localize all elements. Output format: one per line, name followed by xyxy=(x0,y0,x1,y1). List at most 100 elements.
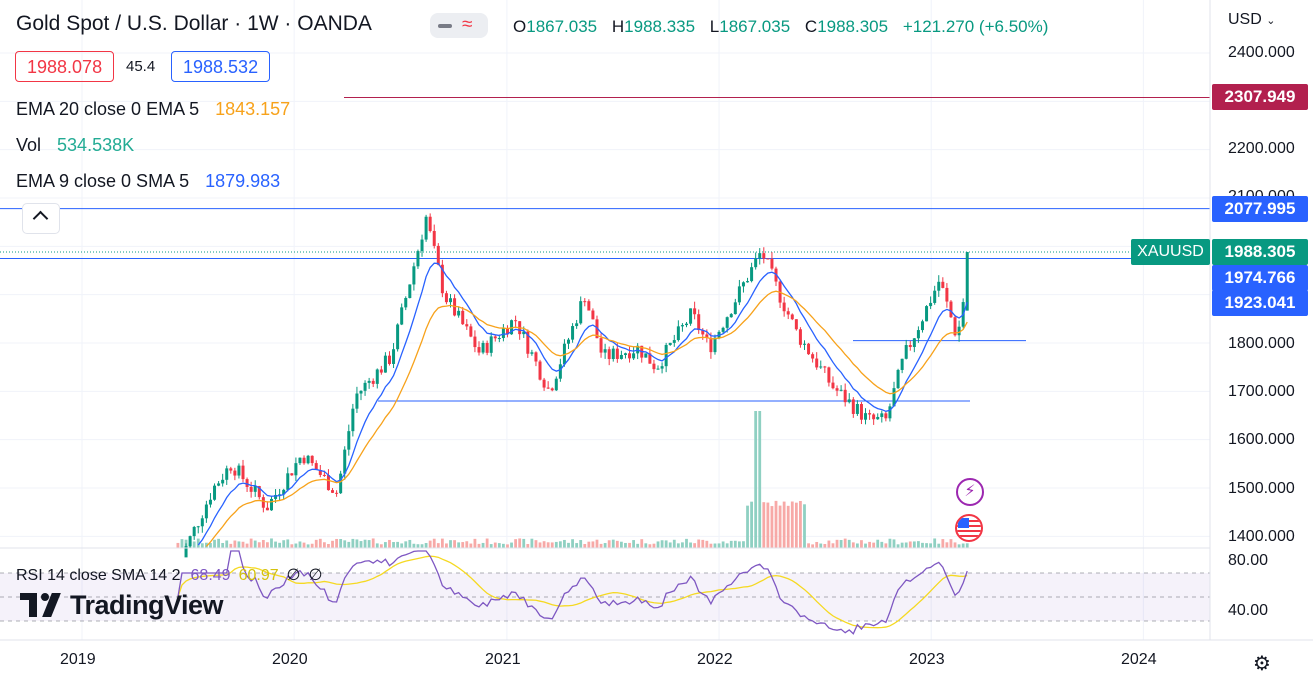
volume-bar xyxy=(571,539,574,548)
symbol-title[interactable]: Gold Spot / U.S. Dollar · 1W · OANDA xyxy=(16,12,372,35)
gear-icon[interactable]: ⚙ xyxy=(1253,653,1271,675)
candle-body xyxy=(920,321,924,331)
ema20-legend[interactable]: EMA 20 close 0 EMA 5 1843.157 xyxy=(16,99,290,120)
candle-body xyxy=(253,486,257,492)
candle-body xyxy=(318,469,322,475)
candle-body xyxy=(819,366,823,368)
volume-bar xyxy=(619,541,623,548)
volume-bar xyxy=(270,538,273,548)
buy-button[interactable]: 1988.532 xyxy=(171,51,271,82)
candle-body xyxy=(859,404,863,420)
candle-body xyxy=(619,354,623,359)
candle-body xyxy=(823,366,827,368)
rsi-line xyxy=(177,550,968,635)
tradingview-logo[interactable]: TradingView xyxy=(20,590,224,621)
candle-body xyxy=(933,290,937,303)
spread-value: 45.4 xyxy=(126,58,156,75)
ema-price-label[interactable]: 1923.041 xyxy=(1212,290,1308,316)
price-label-2077[interactable]: 2077.995 xyxy=(1212,196,1308,222)
rsi-tick-80: 80.00 xyxy=(1228,552,1269,569)
volume-bar xyxy=(725,543,729,548)
lightning-event-icon[interactable]: ⚡ xyxy=(956,478,984,506)
candle-body xyxy=(880,413,884,417)
candle-body xyxy=(400,307,404,325)
volume-bar xyxy=(603,543,607,548)
volume-bar xyxy=(799,500,802,548)
logo-text: TradingView xyxy=(70,590,224,620)
volume-bar xyxy=(351,538,355,548)
candle-body xyxy=(428,216,432,231)
volume-bar xyxy=(257,542,261,548)
candle-body xyxy=(249,486,253,492)
volume-bar xyxy=(750,501,753,548)
volume-bar xyxy=(322,542,326,548)
candle-body xyxy=(884,413,888,419)
candle-body xyxy=(351,408,355,432)
candle-body xyxy=(595,319,599,339)
candle-body xyxy=(420,239,424,252)
chart-style-toggle[interactable]: ≈ xyxy=(430,13,488,38)
candle-body xyxy=(424,216,428,240)
volume-bar xyxy=(685,538,688,548)
rsi-sma-value: 60.97 xyxy=(238,567,279,584)
price-label-1974[interactable]: 1974.766 xyxy=(1212,265,1308,291)
volume-bar xyxy=(343,540,347,548)
rsi-extra-2: ∅ xyxy=(308,567,323,584)
volume-bars xyxy=(176,411,969,548)
volume-bar xyxy=(786,505,790,548)
volume-bar xyxy=(912,541,916,548)
volume-bar xyxy=(705,540,709,548)
candle-body xyxy=(941,281,945,288)
candle-body xyxy=(461,310,465,325)
candle-body xyxy=(925,306,929,322)
candle-body xyxy=(811,354,815,359)
candle-body xyxy=(770,258,774,269)
candle-body xyxy=(538,361,542,380)
currency-selector[interactable]: USD ⌄ xyxy=(1228,11,1275,29)
volume-bar xyxy=(233,540,237,548)
volume-bar xyxy=(489,544,493,548)
volume-bar xyxy=(672,539,676,548)
volume-bar xyxy=(843,538,847,548)
candle-body xyxy=(245,479,249,487)
candle-body xyxy=(807,343,811,355)
rsi-sma-line xyxy=(177,555,968,629)
last-price-label[interactable]: 1988.305 xyxy=(1212,239,1308,265)
volume-bar xyxy=(538,542,542,548)
candle-body xyxy=(709,337,713,353)
candle-body xyxy=(546,387,550,389)
volume-legend[interactable]: Vol 534.538K xyxy=(16,135,134,156)
candle-body xyxy=(294,463,298,476)
price-label-2307[interactable]: 2307.949 xyxy=(1212,84,1308,110)
sell-button[interactable]: 1988.078 xyxy=(15,51,115,82)
ema9-legend[interactable]: EMA 9 close 0 SMA 5 1879.983 xyxy=(16,171,280,192)
volume-bar xyxy=(282,540,286,548)
candle-body xyxy=(335,492,339,494)
volume-bar xyxy=(200,543,204,548)
candle-body xyxy=(371,380,375,384)
candle-body xyxy=(367,380,371,383)
volume-bar xyxy=(204,542,208,548)
candle-body xyxy=(347,431,351,450)
volume-bar xyxy=(196,538,200,548)
volume-bar xyxy=(835,539,839,548)
candle-body xyxy=(322,474,326,476)
rsi-legend[interactable]: RSI 14 close SMA 14 2 68.49 60.97 ∅ ∅ xyxy=(16,565,323,585)
volume-bar xyxy=(599,543,603,548)
volume-bar xyxy=(213,539,216,548)
collapse-legend-button[interactable] xyxy=(22,203,60,234)
rsi-value: 68.49 xyxy=(190,567,231,584)
volume-bar xyxy=(563,539,566,548)
candle-body xyxy=(526,331,530,354)
candle-body xyxy=(725,317,729,328)
volume-bar xyxy=(355,539,359,548)
us-flag-event-icon[interactable] xyxy=(955,514,983,542)
volume-bar xyxy=(742,541,745,548)
volume-bar xyxy=(379,544,383,548)
volume-bar xyxy=(697,539,701,548)
volume-bar xyxy=(611,539,615,548)
candle-body xyxy=(713,337,717,353)
candle-body xyxy=(957,326,961,336)
candle-body xyxy=(383,355,387,373)
